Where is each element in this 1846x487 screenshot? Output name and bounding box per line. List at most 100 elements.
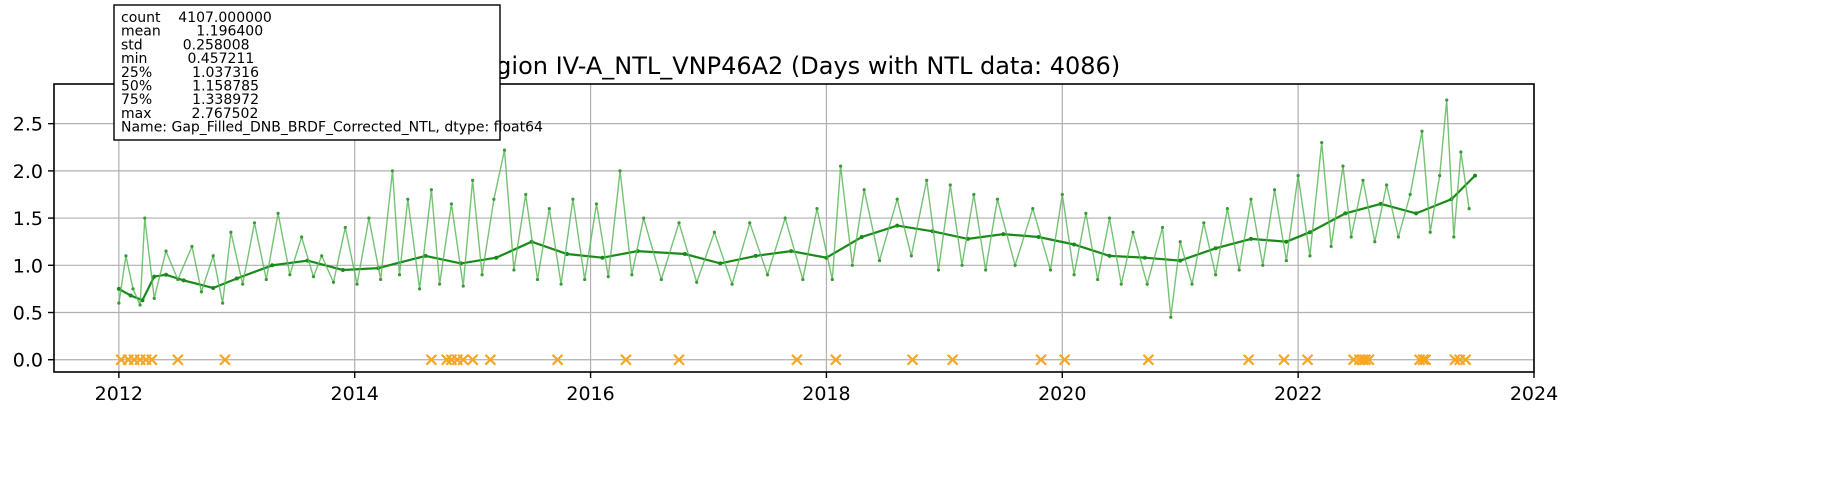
marker-stroke: [1363, 353, 1375, 366]
data-point-baseline: [1307, 230, 1312, 235]
data-point-baseline: [1072, 242, 1077, 247]
missing-day-marker: [1363, 353, 1375, 366]
data-point-observed: [164, 249, 168, 253]
missing-day-marker: [219, 353, 231, 366]
x-tick-label: 2024: [1510, 383, 1558, 405]
data-point-baseline: [494, 255, 499, 260]
data-point-observed: [1284, 258, 1288, 263]
missing-day-marker: [946, 353, 959, 366]
data-point-observed: [1296, 173, 1300, 178]
data-point-observed: [429, 188, 433, 192]
data-point-observed: [895, 197, 899, 201]
x-tick-label: 2014: [331, 383, 379, 405]
data-point-observed: [1308, 254, 1312, 258]
data-point-baseline: [1473, 173, 1478, 178]
data-point-observed: [229, 230, 233, 234]
data-point-observed: [1272, 188, 1277, 192]
data-point-observed: [1060, 192, 1064, 197]
plot-frame: [53, 83, 1535, 373]
data-point-observed: [1249, 197, 1253, 201]
data-point-observed: [311, 275, 316, 279]
data-point-observed: [276, 211, 280, 215]
data-point-baseline: [270, 263, 275, 268]
data-point-observed: [1202, 221, 1206, 225]
data-point-baseline: [340, 268, 345, 273]
stats-line: std 0.258008: [121, 37, 250, 53]
stats-box-frame: [113, 4, 501, 141]
data-point-observed: [1420, 129, 1424, 133]
y-axis-ticks: 0.0 0.5 1.0 1.5 2.0 2.5: [13, 114, 54, 372]
data-point-observed: [1438, 173, 1442, 178]
x-axis-ticks: 2012 2014 2016 2018 2020 2022 2024: [95, 372, 1558, 405]
data-point-observed: [909, 254, 913, 258]
data-point-baseline: [152, 274, 157, 279]
marker-stroke: [906, 353, 919, 366]
data-point-observed: [547, 207, 551, 211]
missing-day-marker: [1278, 353, 1290, 366]
data-point-observed: [131, 287, 135, 291]
data-point-observed: [355, 282, 359, 286]
y-tick-label: 2.0: [13, 161, 43, 183]
marker-stroke: [146, 353, 158, 366]
data-point-observed: [583, 277, 587, 282]
data-point-observed: [1119, 282, 1123, 286]
data-point-observed: [1329, 244, 1333, 249]
data-point-observed: [449, 202, 454, 206]
missing-day-marker: [466, 353, 479, 366]
data-point-baseline: [1107, 253, 1112, 258]
y-tick-label: 0.0: [13, 350, 43, 372]
data-point-observed: [1096, 277, 1100, 282]
marker-stroke: [830, 353, 842, 366]
data-point-observed: [630, 273, 634, 277]
data-point-baseline: [1001, 232, 1006, 237]
data-point-observed: [1361, 178, 1365, 182]
data-point-observed: [730, 282, 734, 286]
marker-stroke: [673, 353, 685, 366]
data-point-observed: [331, 280, 336, 284]
data-point-observed: [1237, 268, 1241, 272]
data-point-baseline: [600, 255, 605, 260]
data-point-observed: [606, 275, 610, 279]
data-point-observed: [936, 268, 941, 272]
y-tick-label: 1.5: [13, 208, 43, 230]
data-point-observed: [1213, 273, 1218, 277]
data-point-baseline: [1414, 211, 1419, 216]
data-point-observed: [695, 280, 699, 284]
data-point-observed: [1396, 235, 1400, 239]
data-point-observed: [1459, 150, 1463, 154]
data-point-observed: [642, 216, 646, 220]
marker-stroke: [440, 353, 453, 366]
missing-day-marker: [791, 353, 803, 366]
data-point-observed: [492, 197, 496, 201]
stats-line: Name: Gap_Filled_DNB_BRDF_Corrected_NTL,…: [121, 120, 543, 136]
x-tick-label: 2020: [1038, 383, 1086, 405]
data-point-observed: [176, 277, 180, 282]
data-point-observed: [925, 178, 929, 182]
grid-lines: [54, 84, 1535, 372]
marker-stroke: [1449, 353, 1461, 366]
missing-day-marker: [1142, 353, 1155, 366]
data-point-observed: [1428, 230, 1432, 234]
data-point-observed: [877, 258, 882, 263]
stats-line: 25% 1.037316: [121, 65, 259, 81]
marker-stroke: [457, 353, 469, 366]
missing-day-marker: [440, 353, 453, 366]
data-point-observed: [288, 273, 292, 277]
data-point-observed: [1384, 183, 1389, 187]
data-point-baseline: [164, 272, 169, 277]
data-point-observed: [1349, 235, 1353, 239]
stats-line: 50% 1.158785: [121, 79, 259, 95]
marker-stroke: [1419, 353, 1432, 366]
marker-stroke: [219, 353, 231, 366]
data-point-observed: [397, 273, 402, 277]
data-point-baseline: [1378, 201, 1383, 206]
stats-line: max 2.767502: [121, 106, 258, 122]
data-point-observed: [1131, 230, 1135, 234]
data-point-observed: [461, 284, 465, 288]
data-point-observed: [1452, 235, 1456, 239]
data-point-observed: [1084, 211, 1088, 215]
data-point-observed: [390, 169, 395, 173]
data-point-observed: [1261, 263, 1265, 267]
data-point-baseline: [859, 234, 864, 239]
stats-line: mean 1.196400: [121, 24, 263, 40]
